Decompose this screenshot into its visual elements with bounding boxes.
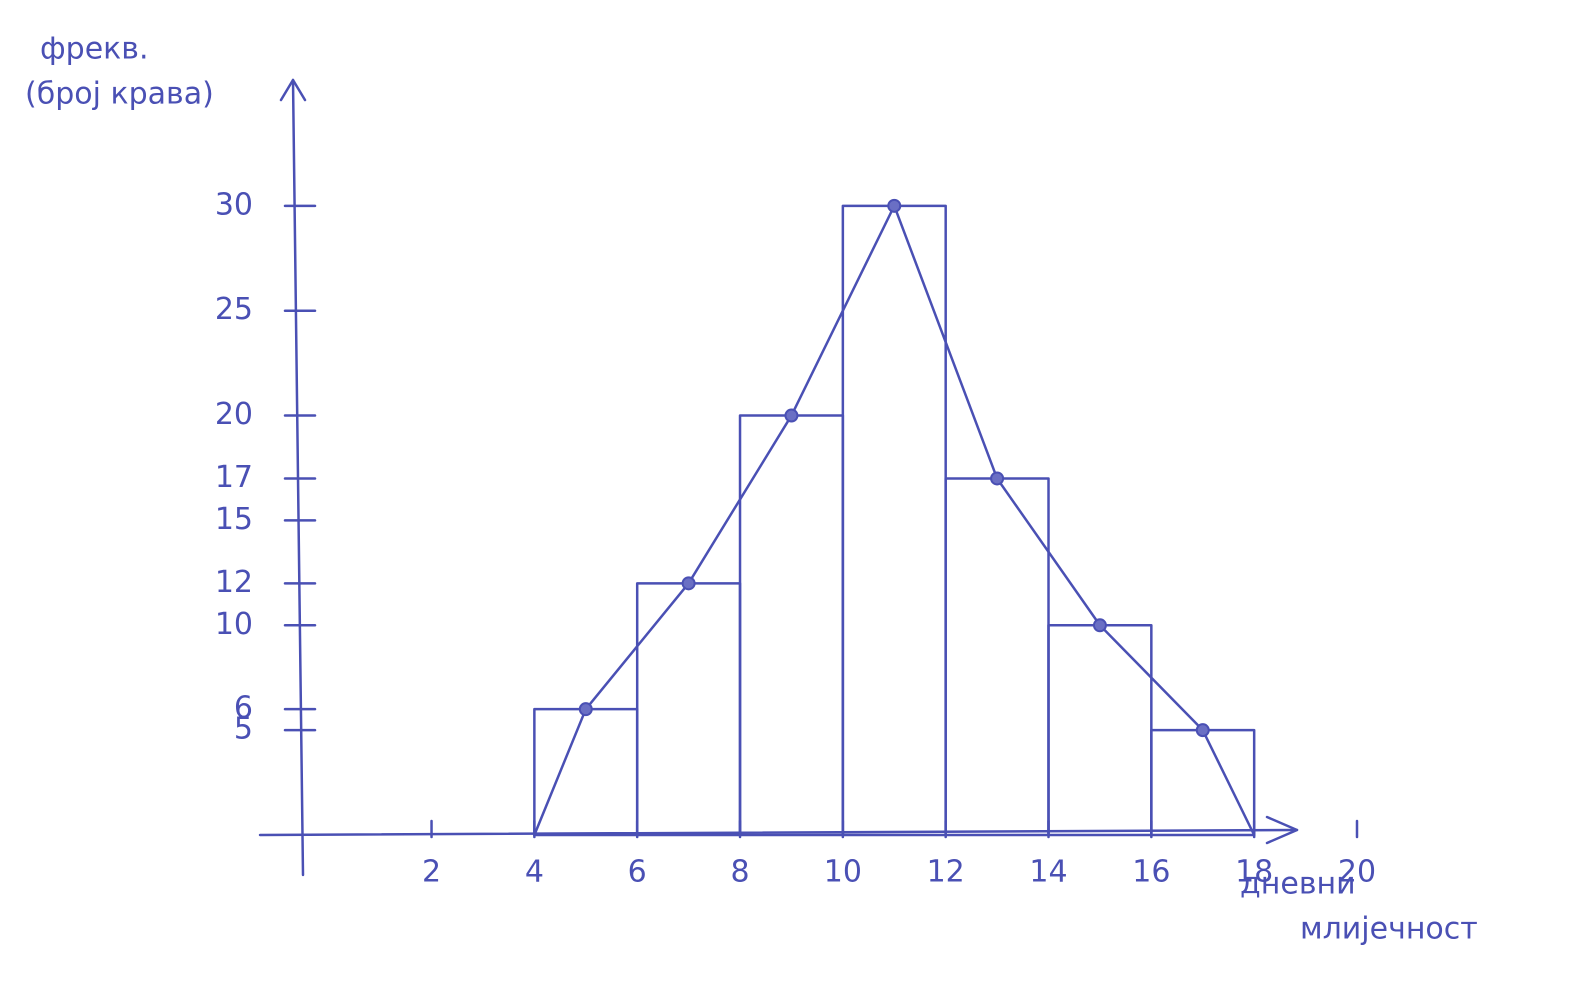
polygon-point — [785, 410, 797, 422]
y-tick-label: 15 — [215, 502, 253, 537]
polygon-point — [1094, 619, 1106, 631]
bar — [1049, 625, 1152, 835]
bar — [1151, 730, 1254, 835]
x-tick-label: 6 — [628, 855, 647, 890]
x-tick-label: 4 — [525, 855, 544, 890]
y-tick-label: 25 — [215, 292, 253, 327]
x-axis-label: млијечност — [1300, 912, 1478, 947]
x-tick-label: 10 — [824, 855, 862, 890]
y-tick-label: 6 — [234, 691, 253, 726]
chart: фрекв. (број крава) дневни млијечност 56… — [0, 0, 1587, 985]
bar — [534, 709, 637, 835]
y-tick-label: 10 — [215, 607, 253, 642]
x-tick-label: 16 — [1132, 855, 1170, 890]
x-tick-label: 12 — [927, 855, 965, 890]
polygon-point — [991, 472, 1003, 484]
polygon-point — [888, 200, 900, 212]
bar — [637, 583, 740, 835]
y-tick-label: 17 — [215, 460, 253, 495]
y-axis-label: (број крава) — [25, 77, 214, 112]
x-tick-label: 20 — [1338, 855, 1376, 890]
polygon-point — [580, 703, 592, 715]
frequency-polygon — [534, 206, 1254, 835]
y-axis-label: фрекв. — [40, 32, 149, 67]
y-tick-label: 12 — [215, 565, 253, 600]
y-tick-label: 30 — [215, 187, 253, 222]
x-tick-label: 2 — [422, 855, 441, 890]
x-tick-label: 8 — [730, 855, 749, 890]
polygon-point — [1197, 724, 1209, 736]
y-tick-label: 20 — [215, 397, 253, 432]
polygon-point — [683, 577, 695, 589]
bar — [740, 416, 843, 835]
page: {"chart_data": { "type": "histogram", "y… — [0, 0, 1587, 985]
x-tick-label: 18 — [1235, 855, 1273, 890]
x-tick-label: 14 — [1029, 855, 1067, 890]
